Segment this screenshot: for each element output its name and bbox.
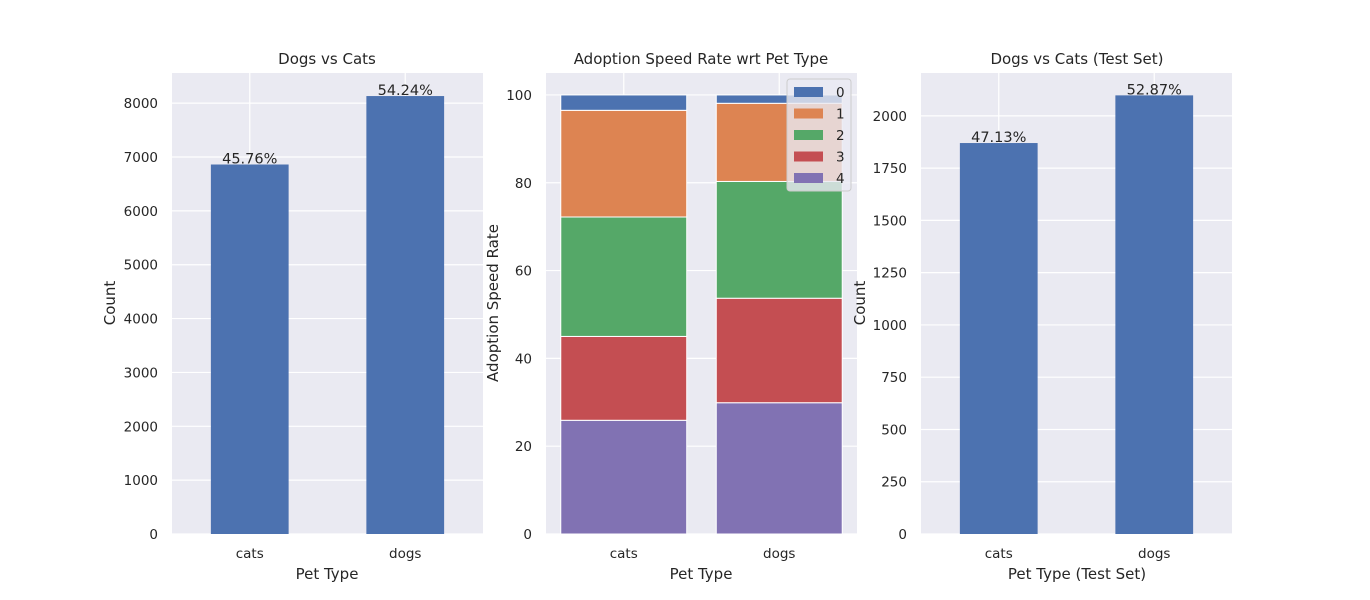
y-axis-label: Count <box>851 281 869 326</box>
x-tick-label: dogs <box>389 546 421 562</box>
y-tick-label: 60 <box>515 264 532 280</box>
chart-dogs-vs-cats: 0 1000 2000 3000 4000 5000 6000 7000 8000 cats do… <box>101 50 483 583</box>
y-tick-label: 0 <box>898 527 907 543</box>
y-tick-label: 1250 <box>873 266 907 282</box>
y-tick-label: 500 <box>881 422 907 438</box>
y-tick-label: 3000 <box>124 365 158 381</box>
legend-swatch-2 <box>794 130 823 140</box>
x-tick-label: dogs <box>763 546 795 562</box>
legend-label-3: 3 <box>836 150 845 166</box>
y-tick-label: 1500 <box>873 213 907 229</box>
y-tick-label: 4000 <box>124 312 158 328</box>
bar-dogs <box>1115 95 1194 535</box>
y-tick-label: 1000 <box>124 473 158 489</box>
y-tick-label: 750 <box>881 370 907 386</box>
bars <box>210 96 445 535</box>
y-tick-label: 6000 <box>124 204 158 220</box>
bar-dogs <box>366 96 445 535</box>
bars <box>959 95 1194 535</box>
legend-label-0: 0 <box>836 85 845 101</box>
y-tick-labels: 0 20 40 60 80 100 <box>506 88 532 543</box>
y-tick-label: 0 <box>149 527 158 543</box>
y-tick-label: 250 <box>881 475 907 491</box>
legend-swatch-1 <box>794 108 823 119</box>
y-tick-label: 0 <box>523 527 532 543</box>
y-axis-label: Count <box>101 281 119 326</box>
legend: 0 1 2 3 4 <box>786 78 852 192</box>
stack-segment-dogs-4 <box>715 402 843 535</box>
y-tick-label: 100 <box>506 88 532 104</box>
bar-label-dogs: 54.24% <box>378 83 433 99</box>
bar-label-cats: 47.13% <box>971 130 1026 146</box>
bar-cats <box>959 143 1038 534</box>
stack-segment-dogs-2 <box>715 180 843 299</box>
y-tick-label: 20 <box>515 439 532 455</box>
x-tick-label: cats <box>610 546 638 562</box>
legend-label-1: 1 <box>836 107 845 123</box>
x-axis-label: Pet Type <box>296 565 359 583</box>
x-tick-labels: cats dogs <box>610 546 796 562</box>
legend-swatch-4 <box>794 173 823 183</box>
legend-swatch-0 <box>794 87 823 97</box>
bar-label-cats: 45.76% <box>222 151 277 167</box>
y-axis-label: Adoption Speed Rate <box>484 224 502 382</box>
stack-segment-cats-0 <box>560 94 688 111</box>
bar-cats <box>210 164 289 534</box>
y-tick-label: 40 <box>515 351 532 367</box>
chart-title: Dogs vs Cats <box>278 50 376 68</box>
x-tick-label: cats <box>236 546 264 562</box>
bar-label-dogs: 52.87% <box>1127 82 1182 98</box>
x-tick-labels: cats dogs <box>236 546 422 562</box>
y-tick-label: 7000 <box>124 150 158 166</box>
legend-label-4: 4 <box>836 171 845 187</box>
legend-swatch-3 <box>794 151 823 162</box>
y-tick-label: 5000 <box>124 258 158 274</box>
x-axis-label: Pet Type <box>670 565 733 583</box>
legend-label-2: 2 <box>836 128 845 144</box>
chart-adoption-speed-rate: 0 20 40 60 80 100 cats dogs 0 1 2 3 4 Adoption Spe… <box>484 50 857 583</box>
bar-value-labels: 47.13% 52.87% <box>971 82 1182 146</box>
y-tick-label: 8000 <box>124 96 158 112</box>
stack-segment-cats-2 <box>560 216 688 337</box>
y-tick-labels: 0 1000 2000 3000 4000 5000 6000 7000 8000 <box>124 96 158 543</box>
x-tick-label: dogs <box>1138 546 1170 562</box>
stack-segment-cats-3 <box>560 335 688 421</box>
y-tick-label: 1750 <box>873 161 907 177</box>
chart-title: Dogs vs Cats (Test Set) <box>990 50 1163 68</box>
y-tick-label: 80 <box>515 176 532 192</box>
stack-segment-cats-4 <box>560 419 688 535</box>
stack-segment-cats-1 <box>560 109 688 218</box>
bar-value-labels: 45.76% 54.24% <box>222 83 433 167</box>
x-axis-label: Pet Type (Test Set) <box>1008 565 1146 583</box>
chart-title: Adoption Speed Rate wrt Pet Type <box>574 50 829 68</box>
stack-segment-dogs-3 <box>715 297 843 404</box>
y-tick-label: 2000 <box>124 419 158 435</box>
x-tick-labels: cats dogs <box>985 546 1171 562</box>
y-tick-label: 1000 <box>873 318 907 334</box>
y-tick-label: 2000 <box>873 109 907 125</box>
y-tick-labels: 0 250 500 750 1000 1250 1500 1750 2000 <box>873 109 907 543</box>
x-tick-label: cats <box>985 546 1013 562</box>
